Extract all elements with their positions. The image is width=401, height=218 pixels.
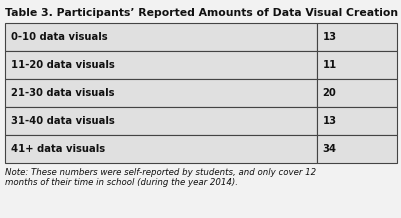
Bar bbox=[316, 135, 396, 163]
Bar bbox=[316, 79, 396, 107]
Text: 21-30 data visuals: 21-30 data visuals bbox=[11, 88, 114, 98]
Bar bbox=[5, 23, 316, 51]
Bar bbox=[5, 51, 316, 79]
Text: 34: 34 bbox=[322, 144, 336, 154]
Text: 20: 20 bbox=[322, 88, 336, 98]
Text: 11-20 data visuals: 11-20 data visuals bbox=[11, 60, 114, 70]
Text: 41+ data visuals: 41+ data visuals bbox=[11, 144, 105, 154]
Bar bbox=[316, 107, 396, 135]
Text: 13: 13 bbox=[322, 32, 336, 42]
Text: 13: 13 bbox=[322, 116, 336, 126]
Text: 11: 11 bbox=[322, 60, 336, 70]
Bar bbox=[5, 79, 316, 107]
Text: Table 3. Participants’ Reported Amounts of Data Visual Creation: Table 3. Participants’ Reported Amounts … bbox=[5, 8, 397, 18]
Text: 31-40 data visuals: 31-40 data visuals bbox=[11, 116, 114, 126]
Text: 0-10 data visuals: 0-10 data visuals bbox=[11, 32, 107, 42]
Text: Note: These numbers were self-reported by students, and only cover 12
months of : Note: These numbers were self-reported b… bbox=[5, 168, 315, 187]
Bar bbox=[5, 135, 316, 163]
Bar bbox=[316, 51, 396, 79]
Bar bbox=[316, 23, 396, 51]
Bar bbox=[5, 107, 316, 135]
